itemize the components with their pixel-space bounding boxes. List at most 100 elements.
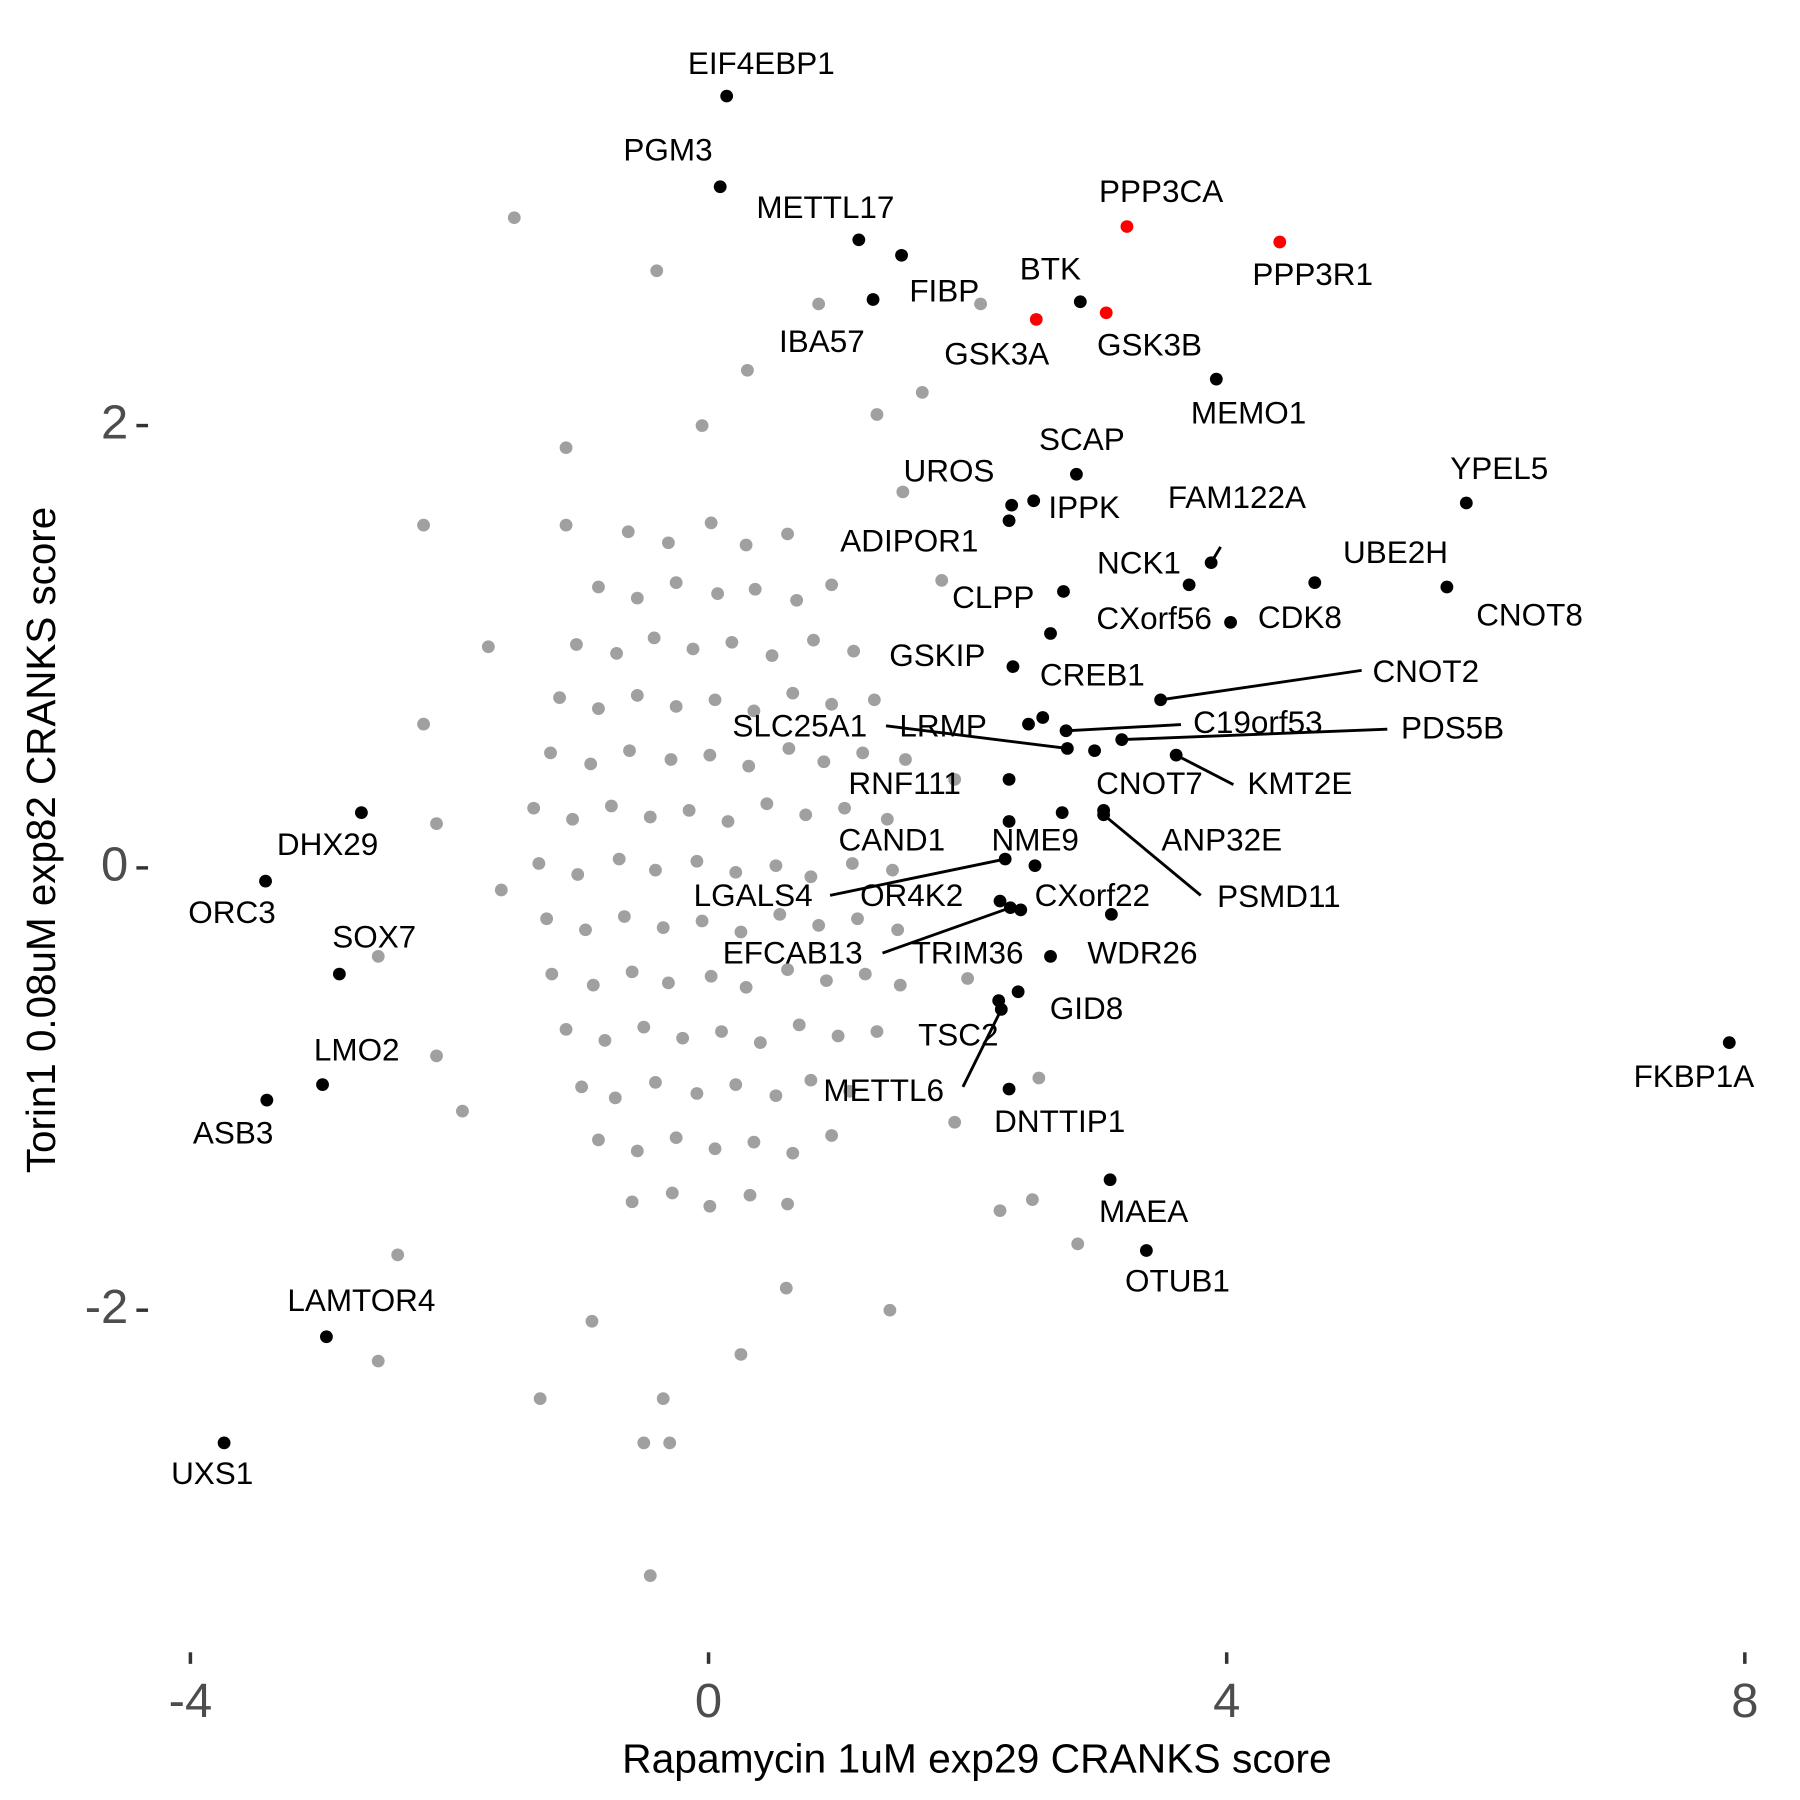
point: [625, 965, 639, 979]
point-label: OTUB1: [1125, 1263, 1230, 1298]
point-label: METTL17: [756, 190, 894, 225]
point: [1002, 815, 1016, 828]
point-label: DHX29: [277, 827, 378, 862]
point-label: PPP3CA: [1099, 174, 1223, 209]
point: [610, 647, 623, 660]
point: [1182, 578, 1196, 592]
x-axis-title: Rapamycin 1uM exp29 CRANKS score: [622, 1736, 1332, 1782]
point: [621, 525, 635, 539]
point: [994, 1003, 1008, 1016]
point: [740, 363, 754, 377]
point: [1115, 733, 1129, 746]
point: [1139, 1244, 1153, 1257]
leader-line: [1065, 723, 1182, 733]
point: [790, 593, 804, 607]
point: [585, 1314, 599, 1328]
point: [695, 914, 709, 928]
point: [1204, 556, 1218, 570]
point: [974, 297, 987, 311]
point: [661, 976, 675, 990]
point: [430, 817, 443, 830]
point: [570, 638, 583, 651]
point: [544, 746, 557, 760]
point-label: SOX7: [332, 920, 416, 955]
point: [838, 801, 851, 815]
point-label: CXorf22: [1035, 878, 1150, 913]
y-axis-title: Torin1 0.08uM exp82 CRANKS score: [18, 507, 64, 1173]
point-label: LRMP: [899, 708, 986, 743]
point: [804, 870, 818, 884]
point: [886, 863, 899, 877]
point: [1029, 313, 1043, 326]
point: [316, 1078, 329, 1091]
point-label: IBA57: [779, 324, 865, 359]
point: [637, 1020, 651, 1034]
point-label: OR4K2: [860, 878, 963, 913]
point-label: NME9: [992, 823, 1079, 858]
point: [843, 1084, 857, 1098]
point-label: LAMTOR4: [287, 1283, 435, 1318]
point: [637, 1436, 651, 1450]
point: [608, 1091, 622, 1105]
leader-line: [1160, 668, 1362, 702]
point: [708, 1142, 722, 1156]
point: [532, 857, 546, 870]
point: [734, 1348, 748, 1361]
point: [831, 1029, 845, 1043]
point: [825, 578, 839, 592]
point: [856, 746, 870, 760]
x-tick-label: 0: [695, 1674, 722, 1728]
point: [961, 972, 975, 985]
point-label: UXS1: [171, 1456, 253, 1491]
leader-line: [1102, 813, 1202, 897]
point: [592, 580, 605, 594]
point: [743, 1188, 757, 1202]
point: [507, 211, 521, 225]
point-label: CXorf56: [1096, 601, 1211, 636]
point: [703, 748, 717, 762]
point: [1002, 1082, 1016, 1096]
point: [598, 1034, 612, 1047]
point-label: FAM122A: [1168, 480, 1306, 515]
point: [880, 812, 894, 826]
point-label: SLC25A1: [732, 708, 867, 743]
point-label: EIF4EBP1: [688, 46, 835, 81]
point: [686, 642, 700, 656]
point: [1097, 808, 1111, 822]
point-label: GSK3A: [944, 337, 1049, 372]
y-tick-label: 0: [101, 838, 128, 892]
point: [592, 702, 605, 715]
point: [870, 408, 884, 421]
point: [664, 753, 678, 766]
point: [649, 863, 662, 877]
point: [786, 1146, 800, 1160]
point: [494, 883, 508, 897]
leader-line: [1175, 753, 1235, 786]
point: [1099, 306, 1113, 320]
point: [663, 1436, 677, 1450]
point: [807, 633, 820, 647]
point: [1071, 1237, 1085, 1251]
point: [781, 527, 794, 541]
point: [720, 89, 734, 103]
point: [604, 799, 618, 813]
point: [1073, 295, 1087, 309]
point: [765, 649, 779, 662]
point: [993, 894, 1007, 908]
point: [845, 857, 859, 870]
point: [891, 923, 905, 937]
point: [1002, 514, 1016, 528]
point: [948, 773, 962, 786]
x-tick-label: -4: [169, 1674, 213, 1728]
point: [742, 759, 756, 773]
point: [895, 248, 908, 262]
point: [1014, 903, 1028, 917]
point-label: METTL6: [823, 1073, 944, 1108]
point: [643, 1569, 657, 1582]
point: [781, 963, 794, 976]
point: [579, 923, 592, 937]
point-label: CLPP: [952, 580, 1034, 615]
point: [553, 691, 566, 704]
point: [1224, 616, 1237, 629]
